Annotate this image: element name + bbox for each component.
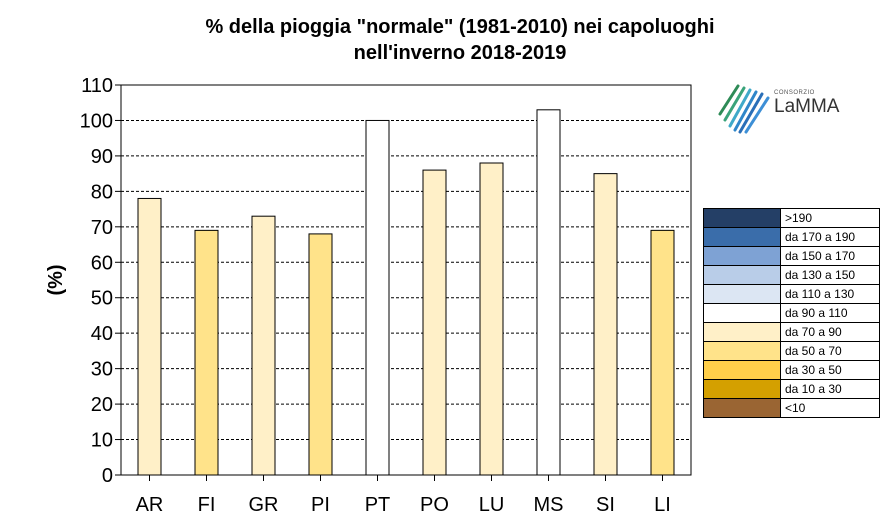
- legend-swatch: [704, 323, 781, 341]
- bar-li: [650, 229, 675, 476]
- legend-swatch: [704, 304, 781, 322]
- bar-fi: [194, 229, 219, 476]
- y-tick-label: 70: [91, 217, 113, 239]
- y-tick-label: 50: [91, 288, 113, 310]
- legend-swatch: [704, 228, 781, 246]
- legend-swatch: [704, 209, 781, 227]
- legend-item: da 50 a 70: [704, 342, 879, 361]
- legend-swatch: [704, 247, 781, 265]
- legend-item: da 30 a 50: [704, 361, 879, 380]
- chart-title-line2: nell'inverno 2018-2019: [353, 42, 567, 64]
- legend-label: <10: [785, 401, 806, 415]
- x-tick-label: LI: [654, 494, 671, 515]
- legend-label: da 130 a 150: [785, 268, 856, 282]
- legend-label: da 170 a 190: [785, 230, 856, 244]
- y-tick-label: 10: [91, 430, 113, 452]
- x-tick-label: AR: [136, 494, 164, 515]
- y-tick-label: 0: [102, 465, 113, 487]
- x-tick-label: SI: [596, 494, 615, 515]
- x-tick-label: PI: [311, 494, 330, 515]
- y-axis-label: (%): [45, 264, 67, 295]
- legend-item: da 110 a 130: [704, 285, 879, 304]
- bar-si: [593, 173, 618, 476]
- y-tick-label: 40: [91, 323, 113, 345]
- legend-label: da 50 a 70: [785, 344, 842, 358]
- legend-label: da 70 a 90: [785, 325, 842, 339]
- legend-swatch: [704, 285, 781, 303]
- lamma-logo: CONSORZIO LaMMA: [716, 80, 846, 136]
- y-tick-label: 100: [80, 110, 113, 132]
- x-tick-label: PT: [365, 494, 391, 515]
- logo-main-text: LaMMA: [774, 96, 840, 117]
- legend-item: da 170 a 190: [704, 228, 879, 247]
- legend-label: >190: [785, 211, 813, 225]
- legend-item: >190: [704, 209, 879, 228]
- y-tick-label: 60: [91, 252, 113, 274]
- legend-label: da 10 a 30: [785, 382, 842, 396]
- bar-pt: [365, 119, 390, 476]
- legend-swatch: [704, 361, 781, 379]
- bar-ms: [536, 109, 561, 476]
- logo-small-text: CONSORZIO: [774, 90, 815, 96]
- bar-ar: [137, 197, 162, 476]
- y-tick-label: 20: [91, 394, 113, 416]
- legend-label: da 30 a 50: [785, 363, 842, 377]
- x-tick-label: MS: [534, 494, 564, 515]
- chart-title-line1: % della pioggia "normale" (1981-2010) ne…: [205, 16, 715, 38]
- legend-item: <10: [704, 399, 879, 417]
- bar-gr: [251, 215, 276, 476]
- bar-lu: [479, 162, 504, 476]
- legend-swatch: [704, 342, 781, 360]
- x-tick-label: PO: [420, 494, 449, 515]
- x-tick-label: LU: [479, 494, 505, 515]
- legend-label: da 90 a 110: [785, 306, 848, 320]
- legend-item: da 90 a 110: [704, 304, 879, 323]
- lamma-logo-icon: [718, 84, 770, 134]
- bar-po: [422, 169, 447, 476]
- legend-item: da 70 a 90: [704, 323, 879, 342]
- legend-swatch: [704, 399, 781, 417]
- plot-frame: [120, 84, 692, 476]
- bar-pi: [308, 233, 333, 476]
- y-tick-label: 80: [91, 181, 113, 203]
- legend-swatch: [704, 380, 781, 398]
- color-legend: >190 da 170 a 190 da 150 a 170 da 130 a 150…: [703, 208, 880, 418]
- x-tick-label: GR: [249, 494, 279, 515]
- legend-item: da 150 a 170: [704, 247, 879, 266]
- legend-label: da 110 a 130: [785, 287, 855, 301]
- legend-swatch: [704, 266, 781, 284]
- legend-item: da 130 a 150: [704, 266, 879, 285]
- legend-label: da 150 a 170: [785, 249, 856, 263]
- y-tick-label: 110: [81, 75, 113, 97]
- x-tick-label: FI: [198, 494, 216, 515]
- y-tick-label: 30: [91, 359, 113, 381]
- y-tick-label: 90: [91, 146, 113, 168]
- legend-item: da 10 a 30: [704, 380, 879, 399]
